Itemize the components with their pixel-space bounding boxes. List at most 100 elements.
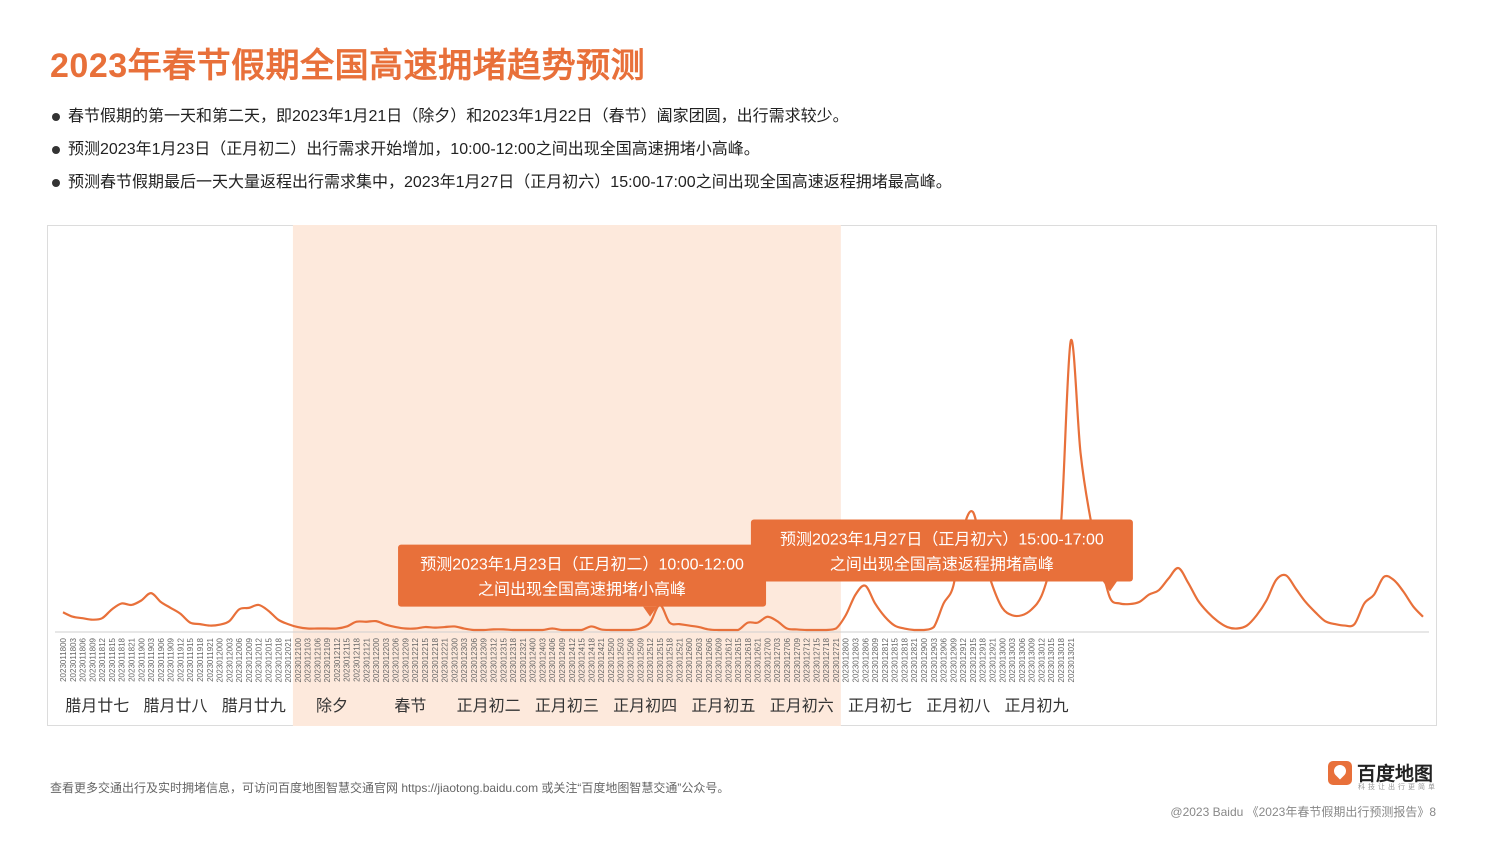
x-tick-label: 2023012815	[891, 637, 900, 682]
x-tick-label: 2023012012	[255, 637, 264, 682]
x-tick-label: 2023012118	[353, 637, 362, 681]
x-tick-label: 2023012421	[597, 637, 606, 682]
x-tick-label: 2023011803	[69, 637, 78, 681]
x-tick-label: 2023011921	[206, 637, 215, 681]
day-label: 腊月廿七	[65, 697, 129, 715]
x-tick-label: 2023012803	[852, 637, 861, 682]
x-tick-label: 2023012203	[382, 637, 391, 682]
x-tick-label: 2023012003	[225, 637, 234, 682]
x-tick-label: 2023012612	[724, 637, 733, 682]
x-tick-label: 2023013018	[1057, 637, 1066, 682]
footer-note: 查看更多交通出行及实时拥堵信息，可访问百度地图智慧交通官网 https://ji…	[50, 781, 730, 795]
x-tick-label: 2023012509	[636, 637, 645, 682]
x-tick-label: 2023012212	[411, 637, 420, 682]
x-tick-label: 2023012800	[842, 637, 851, 682]
x-tick-label: 2023011915	[186, 637, 195, 681]
x-tick-label: 2023013015	[1047, 637, 1056, 682]
day-label: 正月初二	[457, 697, 521, 715]
bullet-dot-icon	[52, 146, 60, 154]
x-tick-label: 2023013012	[1037, 637, 1046, 682]
x-tick-label: 2023011918	[196, 637, 205, 681]
x-tick-label: 2023012309	[480, 637, 489, 682]
x-tick-label: 2023012609	[715, 637, 724, 682]
x-tick-label: 2023012018	[274, 637, 283, 682]
x-tick-label: 2023012306	[470, 637, 479, 682]
x-tick-label: 2023012600	[685, 637, 694, 682]
x-tick-label: 2023012315	[499, 637, 508, 682]
bullet-dot-icon	[52, 179, 60, 187]
x-tick-label: 2023012412	[568, 637, 577, 682]
day-label: 正月初三	[535, 697, 599, 715]
x-tick-label: 2023012700	[763, 637, 772, 682]
x-tick-label: 2023012721	[832, 637, 841, 682]
x-tick-label: 2023012100	[294, 637, 303, 682]
x-tick-label: 2023011809	[88, 637, 97, 681]
day-label: 正月初六	[770, 697, 834, 715]
x-tick-label: 2023012415	[578, 637, 587, 682]
congestion-trend-chart: 2023011800 2023011803 2023011806 2023011809…	[55, 225, 1429, 726]
callout-box	[398, 544, 767, 607]
x-tick-label: 2023012303	[460, 637, 469, 682]
x-tick-label: 2023012318	[509, 637, 518, 682]
x-tick-label: 2023012418	[587, 637, 596, 682]
day-label: 除夕	[316, 697, 348, 715]
day-label: 春节	[394, 697, 426, 715]
peak-callout: 预测2023年1月23日（正月初二）10:00-12:00 之间出现全国高速拥堵小…	[398, 544, 767, 617]
bullet-text: 春节假期的第一天和第二天，即2023年1月21日（除夕）和2023年1月22日（…	[68, 108, 849, 125]
x-tick-label: 2023012709	[793, 637, 802, 682]
baidu-map-logo: 百度地图 科技让出行更简单	[1328, 760, 1440, 792]
x-tick-label: 2023012021	[284, 637, 293, 682]
x-tick-label: 2023013003	[1008, 637, 1017, 682]
x-tick-label: 2023012312	[490, 637, 499, 682]
x-tick-label: 2023012506	[626, 637, 635, 682]
callout-text: 预测2023年1月27日（正月初六）15:00-17:00	[780, 531, 1104, 549]
x-tick-label: 2023011818	[118, 637, 127, 681]
day-label: 正月初九	[1005, 697, 1069, 715]
x-tick-label: 2023012206	[392, 637, 401, 682]
x-tick-label: 2023011909	[167, 637, 176, 681]
logo-slogan: 科技让出行更简单	[1358, 784, 1438, 791]
trend-series-line	[62, 338, 1424, 632]
day-label: 腊月廿八	[144, 697, 208, 715]
day-label: 正月初四	[613, 697, 677, 715]
x-tick-label: 2023011900	[137, 637, 146, 681]
x-tick-label: 2023013021	[1067, 637, 1076, 682]
x-tick-label: 2023012115	[343, 637, 352, 681]
x-tick-label: 2023012000	[216, 637, 225, 682]
x-tick-label: 2023012900	[920, 637, 929, 682]
map-pin-icon	[1328, 761, 1352, 785]
x-tick-label: 2023011806	[79, 637, 88, 681]
x-tick-label: 2023012921	[988, 637, 997, 682]
bullet-item: 春节假期的第一天和第二天，即2023年1月21日（除夕）和2023年1月22日（…	[52, 106, 952, 139]
x-tick-label: 2023011800	[59, 637, 68, 681]
logo-name: 百度地图	[1357, 764, 1434, 785]
x-tick-label: 2023012618	[744, 637, 753, 682]
bullet-dot-icon	[52, 113, 60, 121]
x-tick-label: 2023012321	[519, 637, 528, 682]
x-tick-label: 2023012500	[607, 637, 616, 682]
x-tick-label: 2023012521	[675, 637, 684, 682]
x-tick-label: 2023012615	[734, 637, 743, 682]
x-tick-label: 2023012109	[323, 637, 332, 682]
callout-text: 预测2023年1月23日（正月初二）10:00-12:00	[420, 556, 744, 574]
x-tick-label: 2023012715	[812, 637, 821, 682]
bullet-text: 预测2023年1月23日（正月初二）出行需求开始增加，10:00-12:00之间…	[68, 141, 760, 158]
x-tick-label: 2023011906	[157, 637, 166, 681]
x-tick-label: 2023012403	[538, 637, 547, 682]
x-tick-label: 2023011903	[147, 637, 156, 681]
day-label: 正月初七	[848, 697, 912, 715]
callout-text: 之间出现全国高速拥堵小高峰	[478, 581, 686, 599]
x-tick-label: 2023012918	[979, 637, 988, 682]
x-tick-label: 2023012518	[666, 637, 675, 682]
x-tick-label: 2023011812	[98, 637, 107, 681]
day-label: 正月初八	[926, 697, 990, 715]
day-label: 正月初五	[691, 697, 755, 715]
x-tick-label: 2023013000	[998, 637, 1007, 682]
callout-pointer-icon	[1102, 581, 1117, 592]
bullet-item: 预测2023年1月23日（正月初二）出行需求开始增加，10:00-12:00之间…	[52, 139, 952, 172]
x-tick-label: 2023012503	[617, 637, 626, 682]
x-tick-label: 2023012215	[421, 637, 430, 682]
x-tick-label: 2023013009	[1028, 637, 1037, 682]
holiday-highlight-band	[292, 225, 841, 726]
x-tick-label: 2023012718	[822, 637, 831, 682]
